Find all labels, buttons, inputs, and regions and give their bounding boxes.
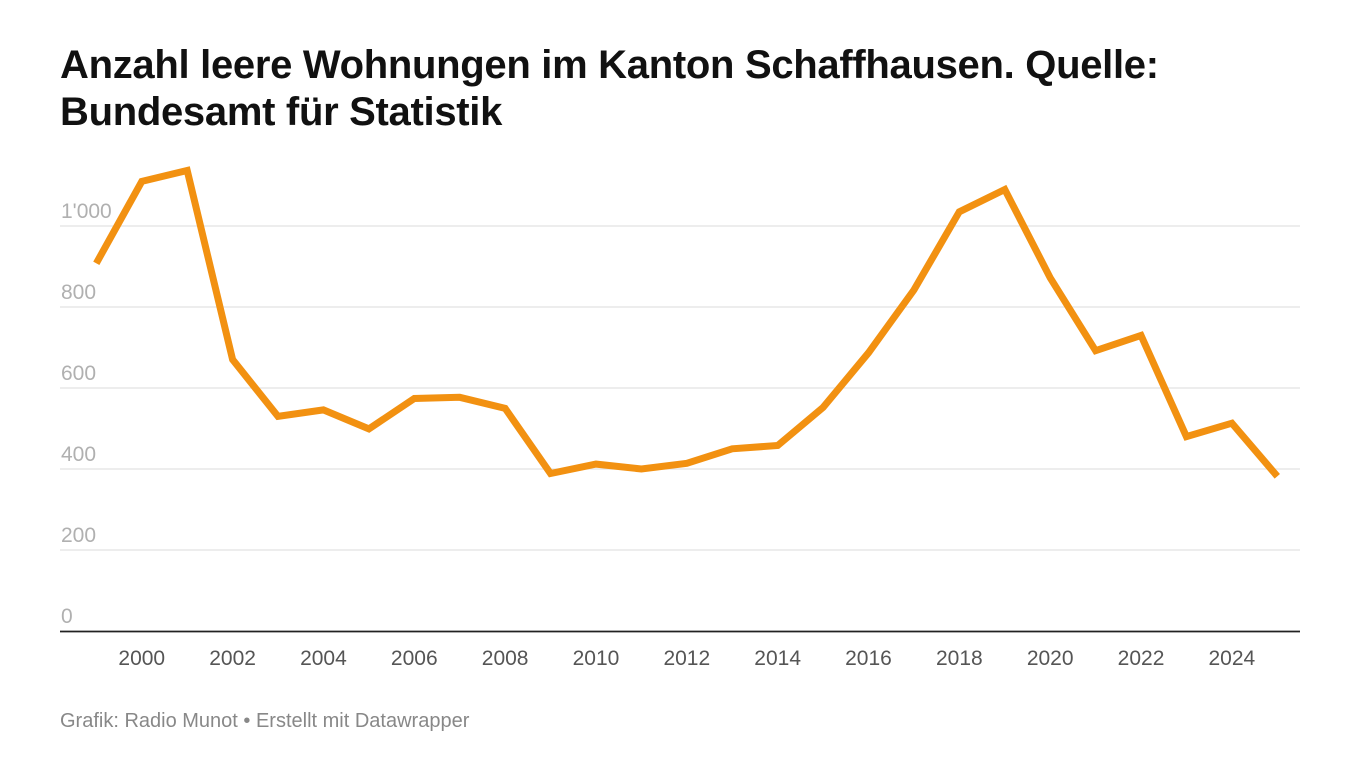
chart-footer: Grafik: Radio Munot • Erstellt mit Dataw… <box>60 710 470 732</box>
x-tick-label: 2020 <box>1027 647 1074 670</box>
x-tick-label: 2004 <box>300 647 347 670</box>
y-tick-label: 0 <box>61 605 73 628</box>
x-tick-label: 2018 <box>936 647 983 670</box>
gridlines <box>60 225 1300 551</box>
x-tick-label: 2012 <box>663 647 710 670</box>
x-tick-label: 2022 <box>1118 647 1165 670</box>
chart-title: Anzahl leere Wohnungen im Kanton Schaffh… <box>60 43 1159 134</box>
x-tick-label: 2014 <box>754 647 801 670</box>
series-line <box>93 166 1280 479</box>
x-tick-label: 2016 <box>845 647 892 670</box>
x-tick-label: 2006 <box>391 647 438 670</box>
y-axis: 0 200 400 600 800 1'000 <box>61 200 112 628</box>
y-tick-label: 400 <box>61 443 96 466</box>
data-series <box>93 166 1280 479</box>
x-tick-label: 2002 <box>209 647 256 670</box>
x-tick-label: 2010 <box>573 647 620 670</box>
x-tick-label: 2008 <box>482 647 529 670</box>
y-tick-label: 800 <box>61 281 96 304</box>
x-tick-label: 2000 <box>118 647 165 670</box>
x-tick-label: 2024 <box>1209 647 1256 670</box>
y-tick-label: 1'000 <box>61 200 112 223</box>
y-tick-label: 600 <box>61 362 96 385</box>
x-axis: 2000 2002 2004 2006 2008 2010 2012 2014 2016 2018… <box>60 630 1300 670</box>
y-tick-label: 200 <box>61 524 96 547</box>
